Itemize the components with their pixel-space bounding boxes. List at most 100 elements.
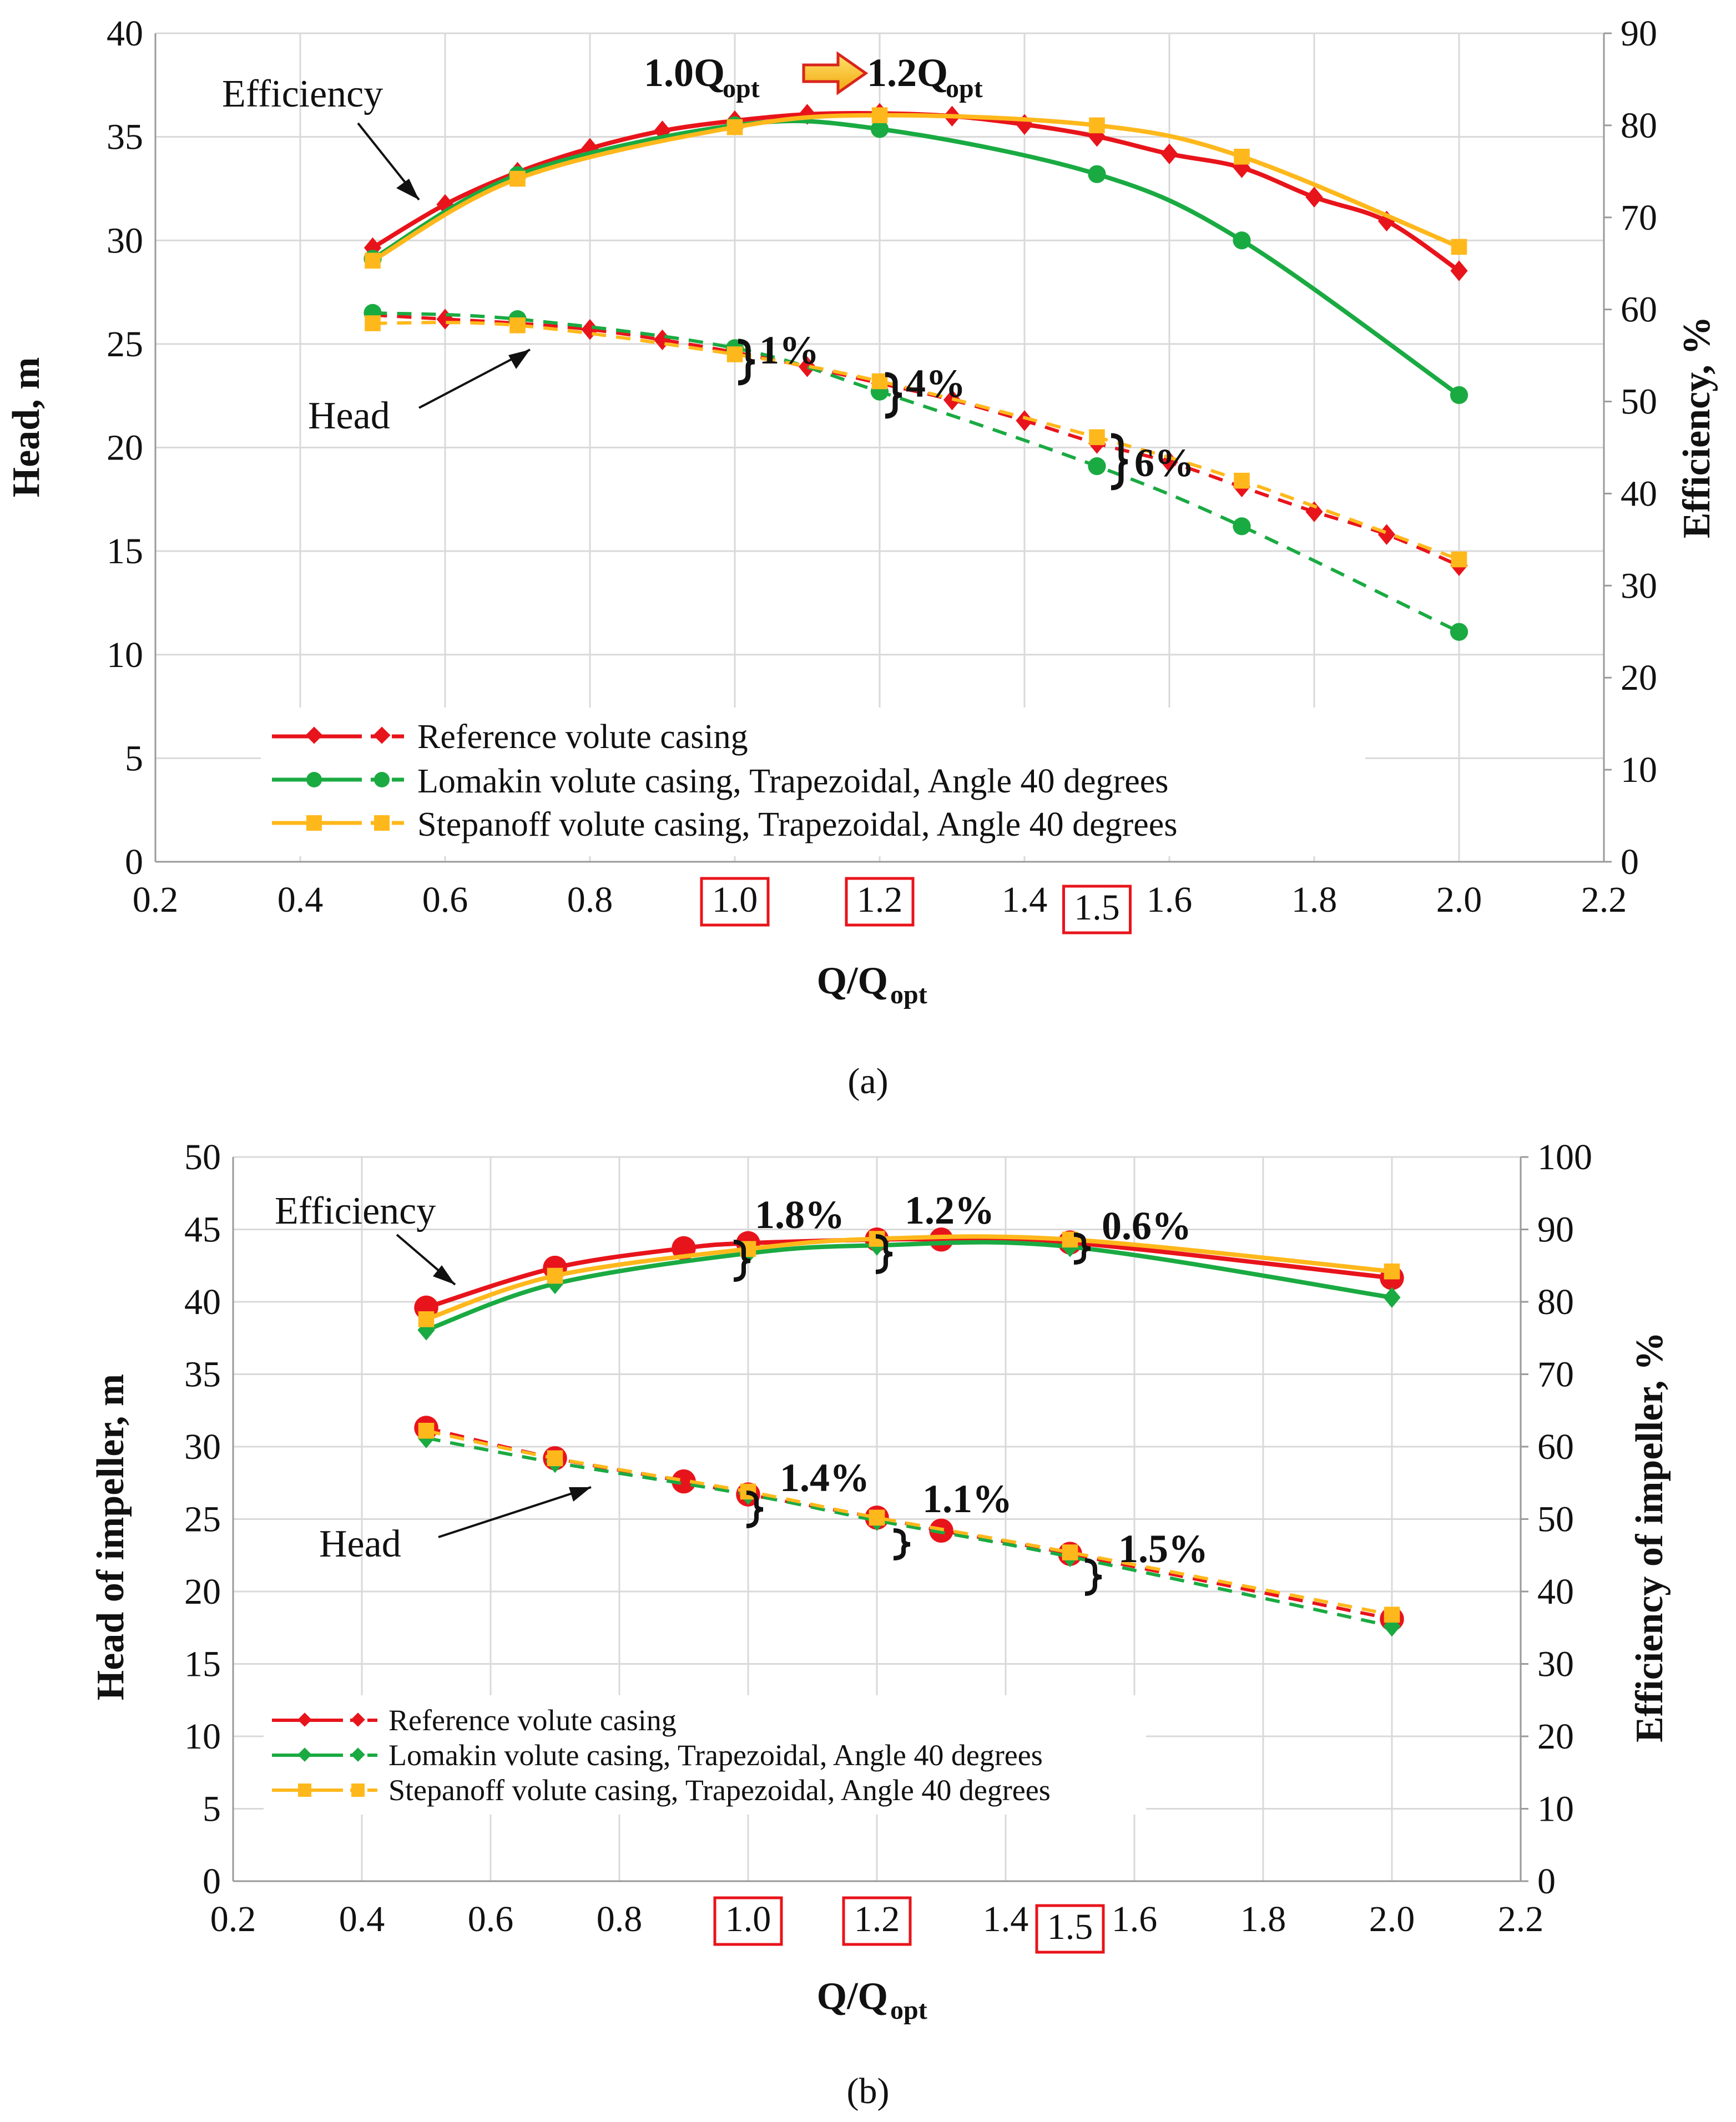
y-left-tick-label: 5 (203, 1789, 221, 1830)
chart-a-efficiency-arrowhead (396, 179, 419, 200)
svg-text:Lomakin volute casing, Trapezo: Lomakin volute casing, Trapezoidal, Angl… (388, 1739, 1043, 1772)
reference-efficiency-point (1160, 143, 1178, 165)
stepanoff-head-line (426, 1429, 1392, 1616)
chart-b-tick-labels: 0.2 0.4 0.6 0.8 1.0 1.2 1.4 1.6 1.8 2.0 2.20510152… (184, 1137, 1592, 1947)
svg-text:Stepanoff volute casing, Trape: Stepanoff volute casing, Trapezoidal, An… (388, 1774, 1051, 1807)
y-left-tick-label: 5 (125, 738, 143, 779)
chart-a-legend-item-stepanoff: Stepanoff volute casing, Trapezoidal, An… (272, 806, 1177, 843)
y-right-tick-label: 80 (1621, 105, 1657, 146)
stepanoff-head-point (871, 373, 888, 390)
stepanoff-efficiency-point (1089, 117, 1105, 134)
chart-a-qopt-to-sub: opt (946, 74, 983, 103)
y-right-tick-label: 10 (1537, 1789, 1574, 1830)
lomakin-head-line (426, 1436, 1392, 1628)
reference-head-point (581, 319, 599, 340)
chart-b-legend-item-reference: Reference volute casing (272, 1704, 677, 1737)
x-tick-highlight-box (713, 1896, 783, 1946)
chart-b-legend-box (264, 1695, 1146, 1815)
chart-b-legend-item-lomakin: Lomakin volute casing, Trapezoidal, Angl… (272, 1739, 1043, 1772)
lomakin-efficiency-point (1088, 165, 1106, 183)
y-right-tick-label: 80 (1537, 1282, 1574, 1322)
y-left-tick-label: 0 (203, 1861, 221, 1902)
y-right-tick-label: 20 (1537, 1716, 1574, 1757)
stepanoff-head-point (1234, 472, 1250, 489)
chart-a-efficiency-label: Efficiency (222, 73, 383, 115)
x-tick-label: 0.8 (597, 1899, 643, 1939)
reference-efficiency-point (1016, 114, 1033, 135)
chart-a-qopt-to: 1.2Q (867, 50, 948, 95)
chart-a-xlabel: Q/Q (817, 959, 888, 1002)
y-left-tick-label: 30 (107, 220, 143, 261)
chart-a-qopt-arrow (802, 51, 869, 95)
y-right-tick-label: 70 (1621, 198, 1657, 238)
x-tick-label: 0.4 (339, 1899, 385, 1939)
svg-text:Reference volute casing: Reference volute casing (388, 1704, 677, 1737)
stepanoff-head-point (1384, 1606, 1400, 1623)
stepanoff-head-point (365, 315, 381, 331)
y-right-tick-label: 100 (1537, 1137, 1592, 1178)
chart-a-head-label: Head (308, 395, 390, 437)
x-tick-label: 2.2 (1581, 880, 1627, 920)
stepanoff-head-point (1451, 551, 1467, 568)
lomakin-efficiency-point (870, 120, 889, 138)
svg-text:Lomakin volute casing, Trapezo: Lomakin volute casing, Trapezoidal, Angl… (417, 762, 1168, 800)
x-tick-label: 1.8 (1291, 880, 1338, 920)
y-left-tick-label: 0 (125, 842, 143, 882)
chart-b-axes (232, 1156, 1528, 1882)
x-tick-label: 1.2 (854, 1899, 900, 1939)
y-right-tick-label: 30 (1621, 565, 1657, 606)
stepanoff-efficiency-point (871, 107, 888, 123)
chart-b-h-brace-3 (1084, 1558, 1102, 1596)
chart-b-ylabel-right: Efficiency of impeller, % (1628, 1332, 1671, 1742)
x-tick-highlight-box (1035, 1904, 1105, 1954)
chart-a-boxed-ticks (700, 877, 1132, 934)
chart-b-h-brace-2 (893, 1528, 911, 1560)
chart-b-efficiency-arrowhead (433, 1265, 455, 1285)
x-tick-label: 1.8 (1240, 1899, 1286, 1939)
stepanoff-head-point (869, 1509, 885, 1526)
chart-a-pct-2: 4% (906, 361, 966, 406)
y-left-tick-label: 25 (107, 324, 143, 365)
x-tick-highlight-box (700, 877, 770, 927)
x-tick-label: 0.6 (422, 880, 468, 920)
stepanoff-efficiency-point (726, 119, 743, 135)
x-tick-label: 0.2 (210, 1899, 256, 1939)
y-left-tick-label: 35 (184, 1355, 221, 1395)
x-tick-label-highlight: 1.5 (1074, 887, 1120, 928)
chart-a-caption: (a) (847, 1061, 888, 1102)
chart-a-tick-labels: 0.2 0.4 0.6 0.8 1.0 1.2 1.4 1.6 1.8 2.0 2.20510152… (107, 13, 1657, 928)
chart-b-caption: (b) (847, 2071, 890, 2111)
chart-b-xlabel: Q/Q (817, 1975, 888, 2018)
reference-efficiency-point (581, 138, 599, 159)
reference-head-point (1016, 410, 1033, 431)
reference-efficiency-point (1088, 126, 1106, 147)
chart-a-pct-1: 1% (759, 328, 819, 372)
chart-b-efficiency-label: Efficiency (275, 1190, 436, 1232)
chart-a-legend-box (261, 708, 1365, 856)
y-left-tick-label: 40 (184, 1282, 221, 1322)
chart-b-e-brace-1 (733, 1240, 751, 1282)
chart-b-head-arrowhead (569, 1487, 591, 1502)
y-left-tick-label: 35 (107, 117, 143, 158)
reference-efficiency-point (653, 120, 672, 142)
lomakin-head-point (1088, 457, 1106, 476)
stepanoff-head-point (726, 346, 743, 362)
x-tick-label: 0.2 (133, 880, 179, 920)
chart-a-legend: Reference volute casing Lomakin volute c… (261, 708, 1365, 856)
svg-text:Reference volute casing: Reference volute casing (417, 718, 748, 756)
y-left-tick-label: 20 (184, 1572, 221, 1612)
chart-b-e-brace-2 (875, 1234, 893, 1274)
x-tick-label: 2.0 (1436, 880, 1482, 920)
chart-a-head-arrowhead (508, 350, 530, 369)
chart-a-brace-1 (738, 338, 755, 386)
reference-head-line (372, 313, 1460, 568)
chart-a-series (364, 103, 1468, 641)
reference-head-point (798, 356, 816, 377)
chart-a-axes (154, 32, 1612, 863)
y-right-tick-label: 60 (1621, 290, 1657, 330)
y-left-tick-label: 25 (184, 1499, 221, 1540)
reference-head-point (1377, 524, 1396, 545)
lomakin-head-point (1233, 517, 1251, 535)
y-left-tick-label: 15 (184, 1644, 221, 1685)
chart-b-e-pct-2: 1.2% (905, 1188, 995, 1232)
